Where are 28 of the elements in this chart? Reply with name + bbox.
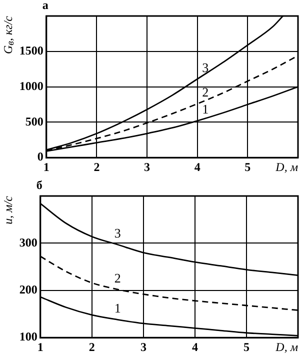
series-label: 3 xyxy=(202,60,209,75)
x-tick-label: 3 xyxy=(144,160,150,174)
x-tick-label: 2 xyxy=(88,340,95,354)
x-tick-label: 1 xyxy=(37,340,44,354)
x-tick-label: 2 xyxy=(94,160,100,174)
x-tick-label: 4 xyxy=(194,160,200,174)
y-tick-label: 0 xyxy=(37,150,44,164)
y-tick-label: 200 xyxy=(19,282,38,296)
chart-title: б xyxy=(36,178,42,192)
y-tick-label: 500 xyxy=(25,114,44,128)
x-tick-label: 5 xyxy=(243,340,250,354)
y-tick-label: 100 xyxy=(19,330,38,344)
series-label: 1 xyxy=(114,300,121,316)
y-tick-label: 1000 xyxy=(19,78,44,93)
series-label: 3 xyxy=(114,226,121,241)
series-label: 1 xyxy=(202,102,209,117)
x-tick-label: 5 xyxy=(244,160,251,174)
chart-title: а xyxy=(42,0,48,12)
x-axis-title: D, м xyxy=(274,160,298,174)
x-axis-title: D, м xyxy=(274,340,298,354)
x-tick-label: 3 xyxy=(140,340,146,354)
x-tick-label: 1 xyxy=(43,160,50,174)
y-tick-label: 300 xyxy=(19,235,38,250)
x-tick-label: 4 xyxy=(192,340,198,354)
y-axis-title: u, м/с xyxy=(1,196,15,224)
y-tick-label: 1500 xyxy=(19,43,44,58)
series-label: 2 xyxy=(114,270,121,286)
series-label: 2 xyxy=(202,84,209,100)
